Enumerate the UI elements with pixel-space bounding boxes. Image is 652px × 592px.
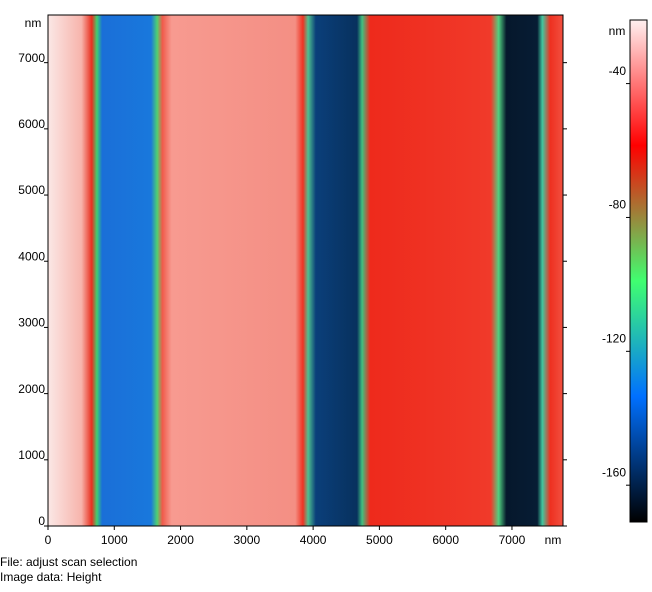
x-tick-label: 1000 — [101, 533, 128, 547]
x-axis-label: nm — [545, 533, 562, 547]
x-tick-label: 2000 — [167, 533, 194, 547]
x-tick-label: 7000 — [499, 533, 526, 547]
y-tick-label: 7000 — [18, 51, 45, 65]
y-tick-label: 0 — [38, 514, 45, 528]
x-tick-label: 4000 — [300, 533, 327, 547]
plot-frame — [47, 14, 564, 527]
x-tick-label: 5000 — [366, 533, 393, 547]
y-tick-label: 3000 — [18, 316, 45, 330]
colorbar-tick-label: -40 — [609, 64, 627, 78]
footer-image-data: Image data: Height — [0, 570, 102, 584]
scan-image — [48, 15, 563, 526]
y-tick-label: 6000 — [18, 117, 45, 131]
footer-file: File: adjust scan selection — [0, 555, 137, 569]
colorbar-tick-label: -120 — [602, 331, 626, 345]
y-axis-label: nm — [25, 16, 42, 30]
y-tick-label: 2000 — [18, 382, 45, 396]
colorbar-tick-label: -80 — [609, 198, 627, 212]
x-tick-label: 3000 — [233, 533, 260, 547]
colorbar-tick-label: -160 — [602, 465, 626, 479]
y-tick-label: 1000 — [18, 448, 45, 462]
x-tick-label: 6000 — [432, 533, 459, 547]
y-tick-label: 5000 — [18, 183, 45, 197]
colorbar-label: nm — [609, 24, 626, 38]
x-tick-label: 0 — [45, 533, 52, 547]
y-tick-label: 4000 — [18, 249, 45, 263]
colorbar — [629, 19, 648, 523]
